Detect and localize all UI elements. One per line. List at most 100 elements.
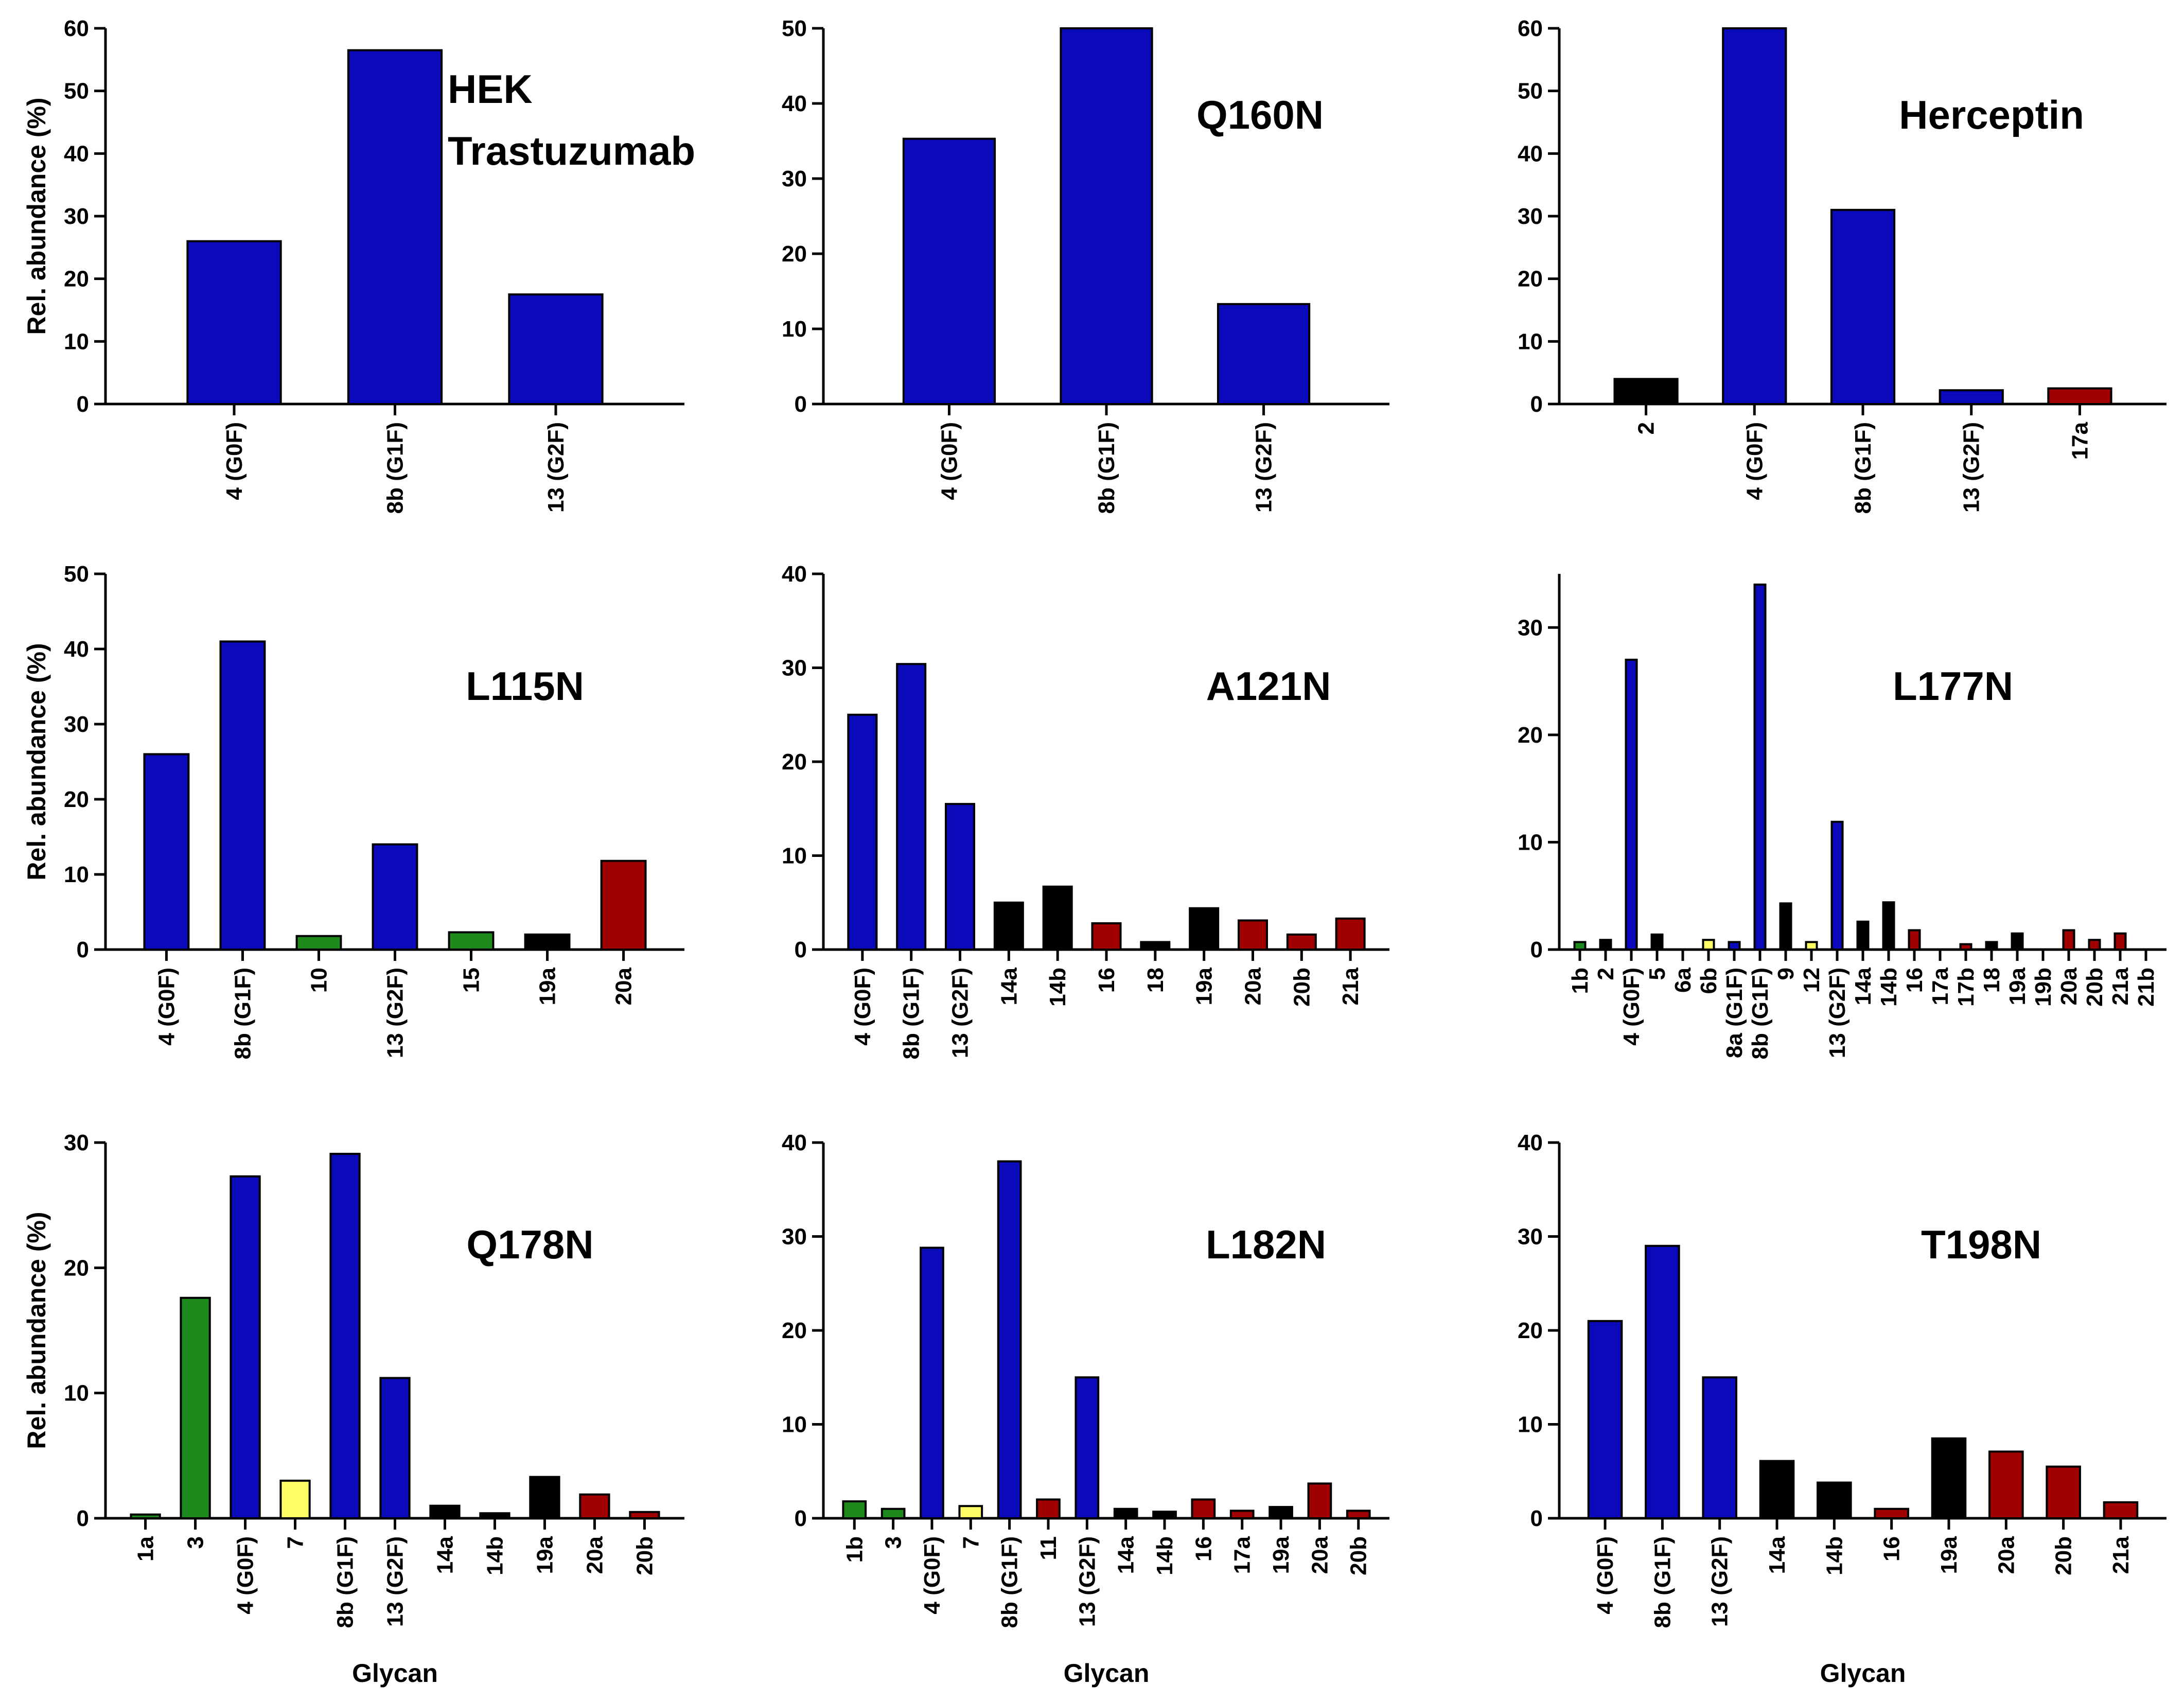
bar — [945, 803, 976, 951]
bar — [1587, 1320, 1623, 1519]
y-tick-label: 20 — [1518, 1318, 1543, 1343]
x-tick-label: 1a — [133, 1536, 158, 1561]
bar — [958, 1505, 983, 1519]
panel-title: T198N — [1921, 1222, 2041, 1267]
x-tick-label: 15 — [459, 968, 484, 993]
x-tick-label: 3 — [183, 1536, 208, 1549]
x-tick-label: 13 (G2F) — [948, 968, 973, 1058]
bar — [1286, 933, 1317, 951]
y-tick-label: 40 — [64, 637, 89, 662]
bar — [1091, 922, 1122, 951]
y-tick-label: 20 — [782, 749, 807, 775]
x-tick-label: 14b — [1152, 1536, 1177, 1575]
x-tick-label: 20b — [1289, 968, 1314, 1007]
bar — [1939, 389, 2004, 406]
y-axis-label: Rel. abundance (%) — [22, 643, 51, 880]
bar — [2103, 1501, 2139, 1520]
x-tick-label: 19a — [1269, 1536, 1294, 1574]
x-tick-label: 16 — [1902, 968, 1927, 993]
panel-title-line: L177N — [1893, 663, 2013, 709]
y-tick-label: 30 — [64, 712, 89, 737]
x-tick-label: 20a — [1240, 967, 1265, 1005]
bar — [993, 901, 1024, 951]
chart-panel-4: 0 10 20 30 40 50 4 (G0F) 8b (G1F) 10 13 (G2F) 15 19… — [22, 562, 684, 1059]
y-tick-label: 20 — [64, 267, 89, 292]
x-tick-label: 4 (G0F) — [1742, 422, 1767, 500]
x-tick-label: 5 — [1645, 968, 1670, 980]
panel-title: Q178N — [466, 1222, 593, 1267]
x-tick-label: 8b (G1F) — [230, 968, 255, 1059]
x-tick-label: 13 (G2F) — [1075, 1536, 1100, 1627]
bar — [1335, 917, 1366, 951]
panel-title-line: Q160N — [1196, 92, 1324, 137]
bar — [329, 1152, 361, 1519]
chart-panel-3: 0 10 20 30 40 50 60 2 4 (G0F) 8b (G1F) 13 (G2F) 17a… — [1518, 16, 2167, 514]
panel-title: HEK Trastuzumab — [448, 66, 695, 173]
bar — [1075, 1376, 1100, 1519]
y-tick-label: 40 — [782, 91, 807, 116]
panel-title-line: L115N — [466, 663, 584, 709]
bar — [1217, 303, 1311, 405]
x-tick-label: 19a — [2005, 967, 2030, 1005]
bar — [2046, 1465, 2081, 1519]
y-tick-label: 30 — [64, 1130, 89, 1155]
panel-title-line: L182N — [1206, 1222, 1326, 1267]
bar — [1229, 1510, 1255, 1519]
x-tick-label: 19b — [2031, 968, 2056, 1007]
x-tick-label: 20b — [632, 1536, 657, 1575]
y-tick-label: 0 — [1530, 1506, 1543, 1531]
bar — [1702, 1376, 1737, 1519]
x-tick-label: 19a — [1192, 967, 1217, 1005]
bar — [902, 137, 996, 405]
bar — [180, 1296, 211, 1520]
x-tick-label: 14b — [482, 1536, 507, 1575]
bar — [1882, 901, 1895, 951]
y-tick-label: 60 — [64, 16, 89, 41]
panel-title: L177N — [1893, 663, 2013, 709]
bar — [847, 713, 878, 951]
y-tick-label: 20 — [782, 1318, 807, 1343]
panel-title: Q160N — [1196, 92, 1324, 137]
bar — [1856, 920, 1870, 951]
chart-panel-5: 0 10 20 30 40 4 (G0F) 8b (G1F) 13 (G2F) 14a 14b 16… — [782, 562, 1389, 1059]
y-tick-label: 0 — [77, 937, 89, 962]
bar — [600, 859, 647, 951]
x-tick-label: 13 (G2F) — [1825, 968, 1850, 1058]
bar — [1346, 1510, 1371, 1519]
x-tick-label: 1b — [842, 1536, 867, 1563]
y-tick-label: 30 — [782, 656, 807, 681]
y-tick-label: 0 — [77, 1506, 89, 1531]
bar — [448, 931, 495, 951]
bar — [1060, 27, 1153, 405]
x-axis-label: Glycan — [1820, 1659, 1906, 1688]
x-tick-label: 4 (G0F) — [1593, 1536, 1618, 1615]
y-tick-label: 30 — [1518, 615, 1543, 640]
y-tick-label: 0 — [795, 392, 807, 417]
chart-panel-8: 0 10 20 30 40 1b 3 4 (G0F) 7 8b (G1F) 11 13 (G2F) 14… — [782, 1130, 1389, 1688]
x-tick-label: 20b — [1346, 1536, 1371, 1575]
x-tick-label: 6b — [1696, 968, 1721, 994]
x-tick-label: 13 (G2F) — [383, 1536, 408, 1627]
bar — [1830, 820, 1844, 951]
x-axis-label: Glycan — [1064, 1659, 1150, 1688]
y-tick-label: 30 — [782, 166, 807, 191]
y-tick-label: 50 — [64, 79, 89, 104]
panel-title-line: Trastuzumab — [448, 128, 695, 173]
y-tick-label: 50 — [64, 562, 89, 587]
x-tick-label: 16 — [1879, 1536, 1905, 1561]
x-tick-label: 8b (G1F) — [1094, 422, 1119, 514]
bar — [219, 640, 266, 951]
bar — [579, 1493, 610, 1519]
y-tick-label: 10 — [64, 329, 89, 354]
x-tick-label: 7 — [958, 1536, 983, 1549]
bar — [1728, 941, 1741, 951]
y-tick-label: 40 — [1518, 1130, 1543, 1155]
y-tick-label: 10 — [782, 317, 807, 342]
y-tick-label: 40 — [64, 141, 89, 166]
bar — [2113, 932, 2127, 951]
x-tick-label: 14b — [1822, 1536, 1847, 1575]
bar — [1759, 1460, 1795, 1520]
panel-title: Herceptin — [1899, 92, 2084, 137]
x-tick-label: 20a — [611, 967, 637, 1005]
x-tick-label: 17a — [1928, 967, 1953, 1005]
